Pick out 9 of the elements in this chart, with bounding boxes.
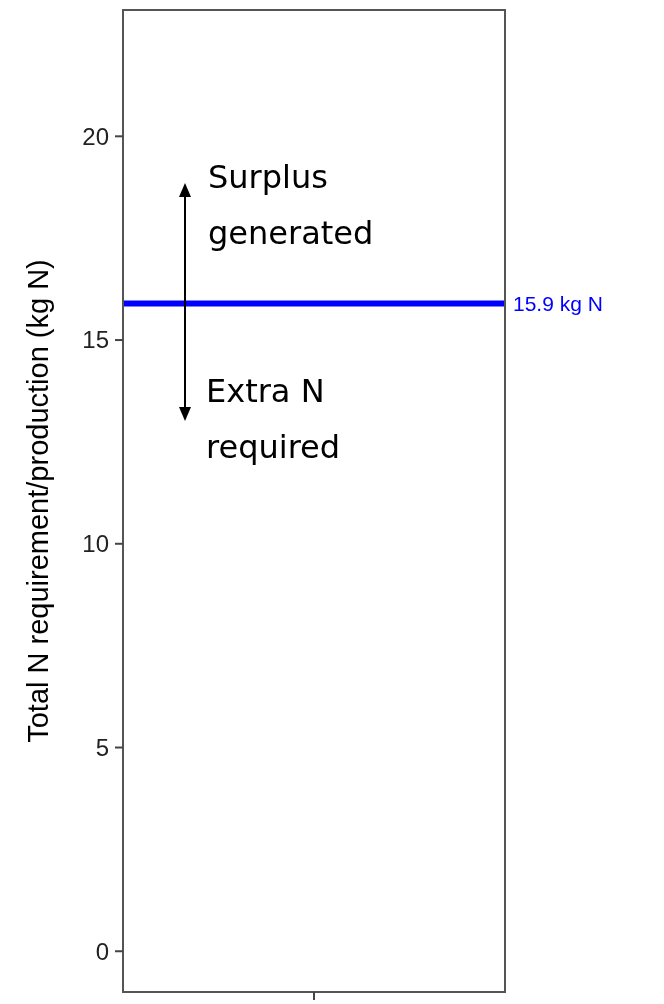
y-tick-label: 5	[95, 733, 109, 761]
y-tick-label: 15	[82, 326, 109, 354]
y-tick-label: 20	[82, 122, 109, 150]
annotation: Extra N required	[206, 372, 341, 466]
annotation: Surplus generated	[208, 158, 374, 252]
y-axis-title: Total N requirement/production (kg N)	[22, 259, 54, 743]
y-tick-label: 0	[95, 937, 109, 965]
ref-line-label: 15.9 kg N	[513, 291, 603, 315]
y-tick-label: 10	[82, 530, 109, 558]
